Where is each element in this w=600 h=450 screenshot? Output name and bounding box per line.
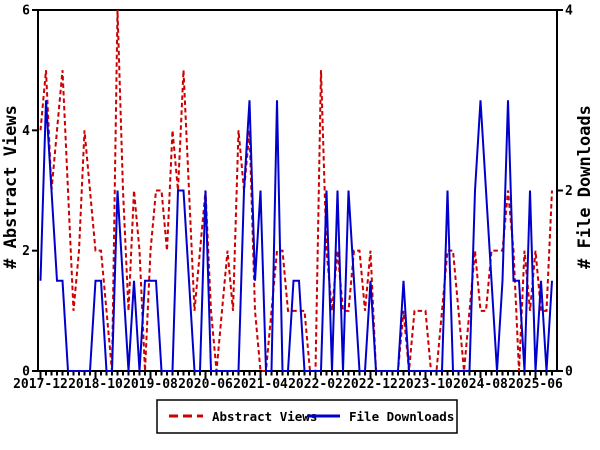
x-tick-label: 2017-12 — [13, 377, 68, 392]
series-file-downloads — [39, 100, 553, 372]
series-abstract-views — [39, 9, 553, 372]
y-right-tick-label: 0 — [565, 365, 573, 380]
legend-file-downloads-label: File Downloads — [349, 409, 454, 424]
x-tick-label: 2019-08 — [123, 377, 178, 392]
x-tick-label: 2023-10 — [398, 377, 453, 392]
y-left-axis-title: # Abstract Views — [1, 105, 21, 269]
y-right-tick-label: 4 — [565, 4, 573, 19]
x-tick-label: 2020-06 — [178, 377, 233, 392]
x-tick-label: 2021-04 — [233, 377, 288, 392]
y-left-tick-label: 0 — [22, 365, 30, 380]
x-tick-label: 2022-12 — [343, 377, 398, 392]
y-left-tick-label: 6 — [22, 4, 30, 19]
y-right-tick-label: 2 — [565, 184, 573, 199]
y-left-tick-label: 2 — [22, 244, 30, 259]
x-tick-label: 2025-06 — [508, 377, 563, 392]
y-left-tick-label: 4 — [22, 124, 30, 139]
x-tick-label: 2022-02 — [288, 377, 343, 392]
y-right-axis-title: # File Downloads — [575, 105, 595, 269]
x-tick-label: 2024-08 — [453, 377, 508, 392]
legend: Abstract Views File Downloads — [156, 399, 458, 434]
legend-abstract-views-label: Abstract Views — [212, 409, 317, 424]
x-tick-label: 2018-10 — [68, 377, 123, 392]
